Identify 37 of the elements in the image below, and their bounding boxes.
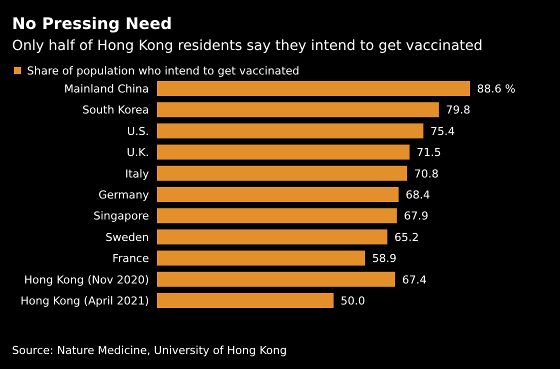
source-note: Source: Nature Medicine, University of Hong Kong bbox=[12, 344, 287, 357]
data-label: 65.2 bbox=[394, 230, 419, 244]
bar bbox=[157, 102, 439, 118]
data-label: 58.9 bbox=[372, 252, 397, 266]
chart-title: No Pressing Need bbox=[12, 14, 172, 33]
bar bbox=[157, 187, 399, 202]
y-tick-label: Singapore bbox=[94, 210, 150, 223]
data-label: 67.4 bbox=[402, 273, 427, 286]
y-tick-label: South Korea bbox=[82, 104, 149, 117]
bar bbox=[157, 229, 388, 244]
y-tick-label: Mainland China bbox=[64, 82, 149, 96]
chart-subtitle: Only half of Hong Kong residents say they intend to get vaccinated bbox=[12, 38, 483, 54]
y-tick-label: Hong Kong (April 2021) bbox=[20, 294, 149, 308]
bar bbox=[157, 123, 424, 138]
data-label: 75.4 bbox=[430, 124, 455, 138]
bar bbox=[157, 144, 410, 160]
data-label: 50.0 bbox=[340, 294, 366, 308]
y-tick-label: Hong Kong (Nov 2020) bbox=[24, 273, 149, 286]
bar bbox=[157, 250, 366, 266]
data-label: 68.4 bbox=[406, 188, 430, 202]
bar bbox=[157, 81, 470, 96]
y-tick-label: U.K. bbox=[126, 146, 149, 160]
bar bbox=[157, 166, 408, 181]
y-tick-label: France bbox=[112, 252, 150, 266]
legend-label: Share of population who intend to get vaccinated bbox=[27, 64, 300, 78]
bar bbox=[157, 272, 396, 287]
y-tick-label: Germany bbox=[98, 188, 150, 202]
y-tick-label: Italy bbox=[125, 167, 150, 180]
data-label: 67.9 bbox=[404, 210, 428, 223]
bar bbox=[157, 208, 397, 224]
y-tick-label: U.S. bbox=[126, 124, 149, 138]
y-tick-label: Sweden bbox=[106, 230, 150, 244]
data-label: 70.8 bbox=[414, 167, 439, 180]
bar bbox=[157, 293, 334, 308]
data-label: 79.8 bbox=[446, 104, 470, 117]
data-label: 71.5 bbox=[416, 146, 442, 160]
data-label: 88.6 % bbox=[477, 82, 516, 96]
